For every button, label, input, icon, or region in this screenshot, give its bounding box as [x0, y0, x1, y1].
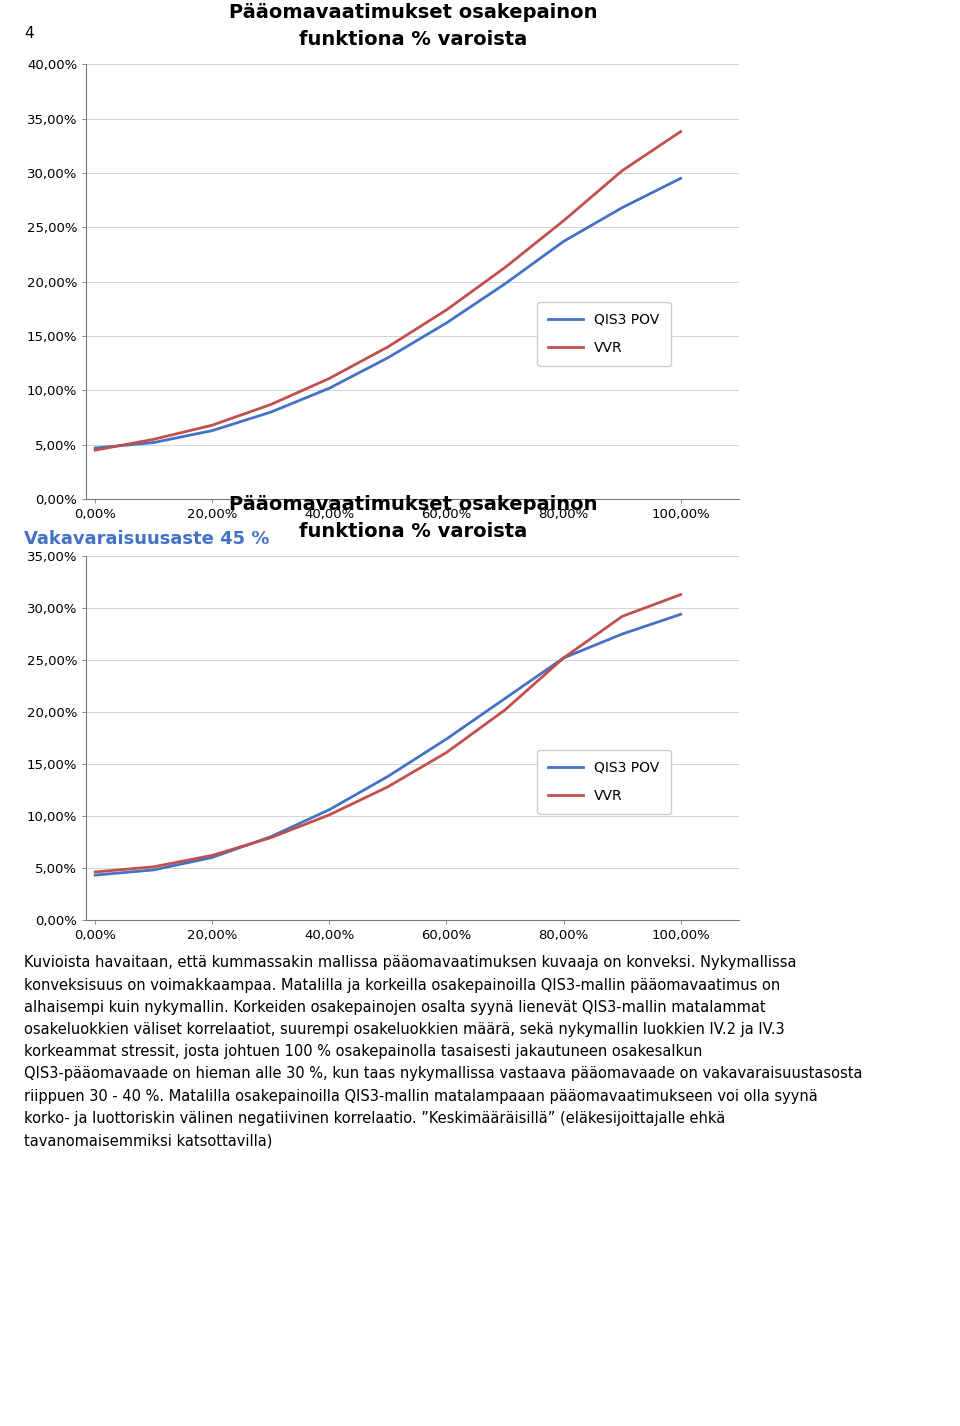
QIS3 POV: [324, 379, 335, 396]
QIS3 POV: [382, 767, 394, 784]
QIS3 POV: [265, 829, 276, 846]
VVR: [558, 212, 569, 230]
QIS3 POV: [206, 848, 218, 866]
VVR: [89, 442, 101, 459]
QIS3 POV: [89, 867, 101, 884]
QIS3 POV: [148, 434, 159, 451]
VVR: [89, 863, 101, 880]
Text: Vakavaraisuusaste 45 %: Vakavaraisuusaste 45 %: [24, 530, 270, 549]
QIS3 POV: [499, 690, 511, 707]
VVR: [148, 858, 159, 876]
Legend: QIS3 POV, VVR: QIS3 POV, VVR: [538, 750, 670, 814]
QIS3 POV: [148, 861, 159, 878]
QIS3 POV: [499, 275, 511, 292]
Line: QIS3 POV: QIS3 POV: [95, 615, 681, 876]
Line: VVR: VVR: [95, 131, 681, 451]
QIS3 POV: [675, 170, 686, 187]
Line: QIS3 POV: QIS3 POV: [95, 178, 681, 448]
VVR: [616, 163, 628, 180]
VVR: [382, 338, 394, 355]
Text: 4: 4: [24, 26, 34, 41]
QIS3 POV: [441, 730, 452, 747]
QIS3 POV: [558, 649, 569, 666]
VVR: [265, 396, 276, 414]
QIS3 POV: [89, 439, 101, 456]
Title: Pääomavaatimukset osakepainon
funktiona % varoista: Pääomavaatimukset osakepainon funktiona …: [228, 495, 597, 540]
QIS3 POV: [265, 404, 276, 421]
QIS3 POV: [206, 422, 218, 439]
QIS3 POV: [616, 626, 628, 643]
VVR: [382, 779, 394, 796]
QIS3 POV: [441, 314, 452, 331]
QIS3 POV: [616, 200, 628, 217]
QIS3 POV: [558, 232, 569, 250]
VVR: [499, 260, 511, 277]
VVR: [206, 416, 218, 434]
VVR: [148, 431, 159, 448]
QIS3 POV: [382, 349, 394, 366]
QIS3 POV: [675, 606, 686, 623]
VVR: [675, 586, 686, 603]
VVR: [324, 369, 335, 386]
VVR: [206, 847, 218, 864]
VVR: [616, 607, 628, 625]
Title: Pääomavaatimukset osakepainon
funktiona % varoista: Pääomavaatimukset osakepainon funktiona …: [228, 3, 597, 48]
Legend: QIS3 POV, VVR: QIS3 POV, VVR: [538, 302, 670, 366]
VVR: [675, 123, 686, 140]
VVR: [265, 829, 276, 846]
QIS3 POV: [324, 801, 335, 819]
Line: VVR: VVR: [95, 595, 681, 871]
VVR: [558, 649, 569, 666]
Text: Kuvioista havaitaan, että kummassakin mallissa pääomavaatimuksen kuvaaja on konv: Kuvioista havaitaan, että kummassakin ma…: [24, 955, 862, 1148]
VVR: [499, 702, 511, 719]
VVR: [441, 301, 452, 318]
VVR: [441, 744, 452, 761]
VVR: [324, 806, 335, 823]
